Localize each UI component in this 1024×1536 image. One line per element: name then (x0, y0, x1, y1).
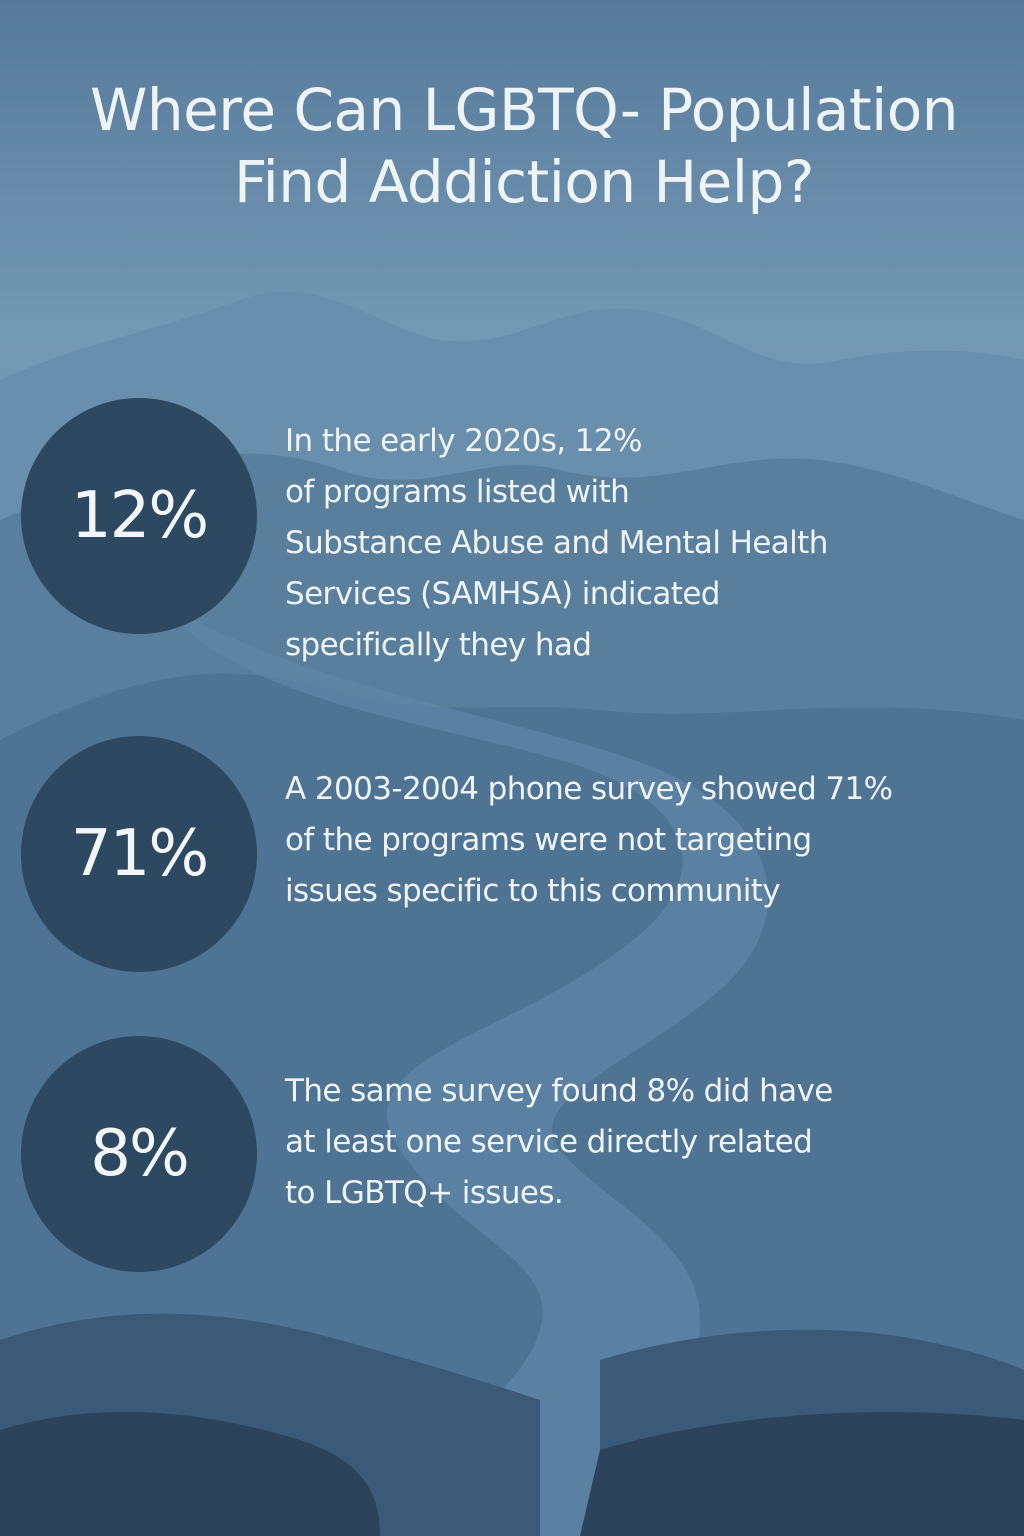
stat-line: specifically they had (285, 627, 592, 663)
river (160, 600, 768, 1536)
stat-line: issues specific to this community (285, 873, 781, 909)
stat-description-12: In the early 2020s, 12% of programs list… (285, 416, 828, 671)
stat-circle-12: 12% (21, 398, 257, 634)
stat-circle-8: 8% (21, 1036, 257, 1272)
stat-line: of the programs were not targeting (285, 822, 812, 858)
stat-circle-71: 71% (21, 736, 257, 972)
stat-description-8: The same survey found 8% did have at lea… (285, 1066, 833, 1219)
foreground-dark-left (0, 1411, 380, 1536)
stat-line: of programs listed with (285, 474, 630, 510)
title-line-2: Find Addiction Help? (233, 148, 815, 216)
stat-description-71: A 2003-2004 phone survey showed 71% of t… (285, 764, 893, 917)
foreground-dark-right (580, 1411, 1024, 1536)
stat-line: The same survey found 8% did have (285, 1073, 833, 1109)
stat-line: Services (SAMHSA) indicated (285, 576, 720, 612)
stat-line: at least one service directly related (285, 1124, 813, 1160)
page-title: Where Can LGBTQ- Population Find Addicti… (0, 74, 1024, 218)
stat-line: A 2003-2004 phone survey showed 71% (285, 771, 893, 807)
stat-line: to LGBTQ+ issues. (285, 1175, 564, 1211)
stat-line: In the early 2020s, 12% (285, 423, 642, 459)
title-line-1: Where Can LGBTQ- Population (89, 76, 959, 144)
stat-line: Substance Abuse and Mental Health (285, 525, 828, 561)
